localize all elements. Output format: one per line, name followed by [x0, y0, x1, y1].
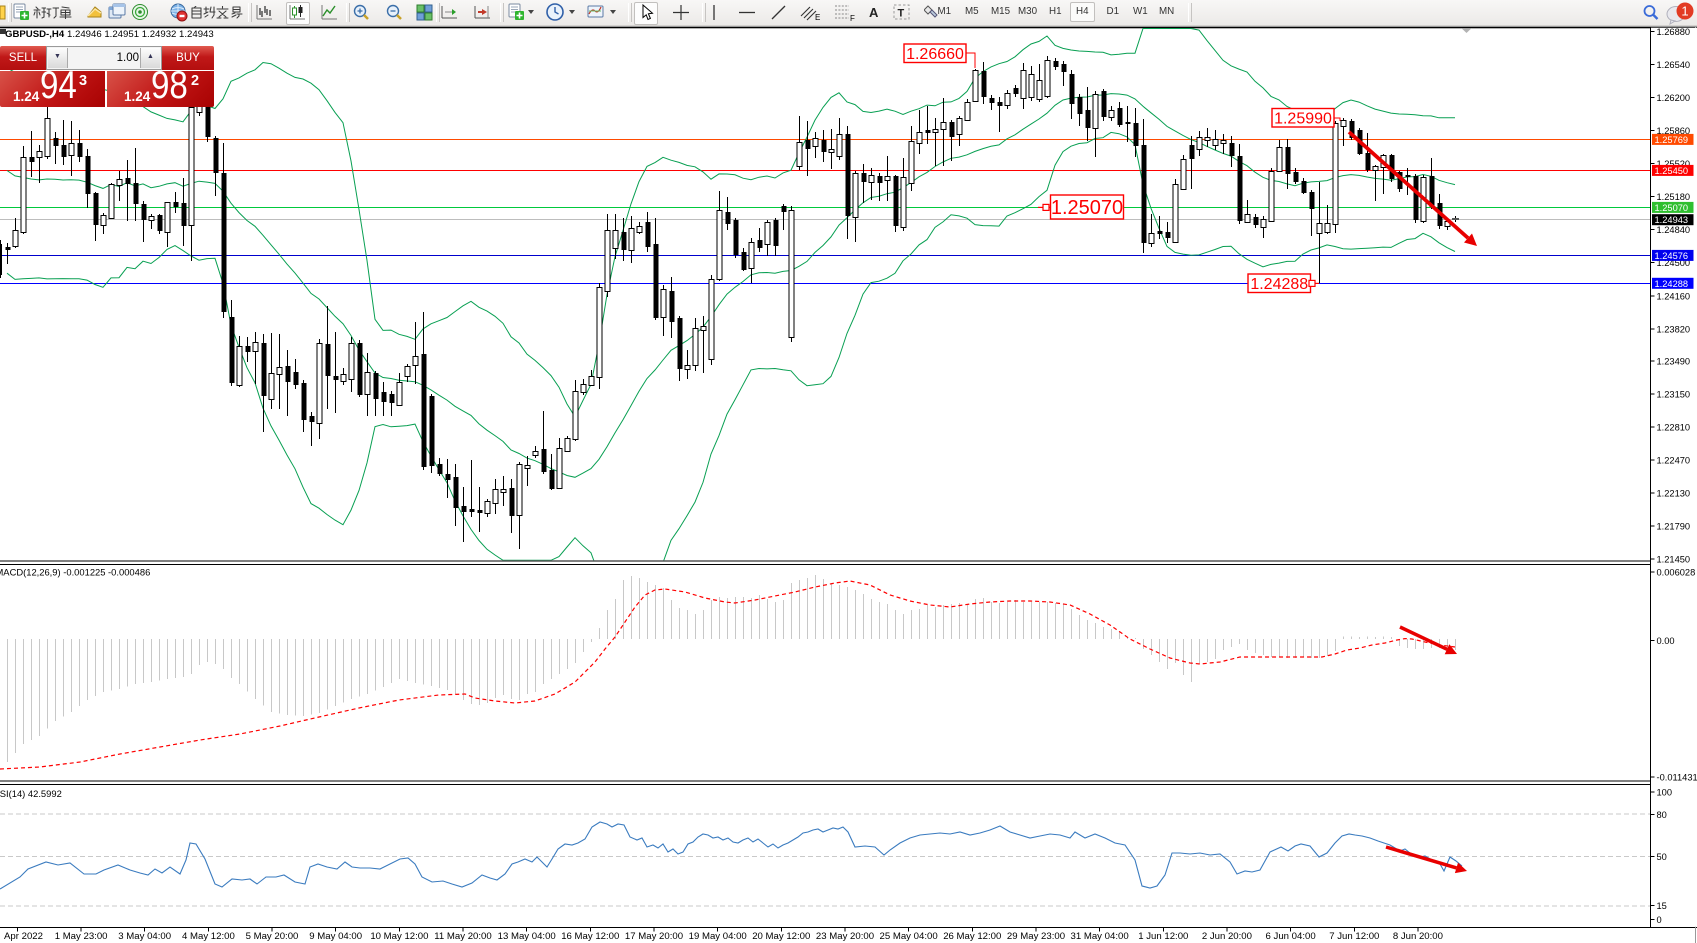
svg-text:1.24576: 1.24576	[1655, 251, 1689, 261]
svg-text:1.22470: 1.22470	[1657, 456, 1691, 466]
svg-text:A: A	[869, 5, 879, 20]
svg-text:1.23820: 1.23820	[1657, 324, 1691, 334]
svg-text:80: 80	[1657, 810, 1667, 820]
svg-text:0.006028: 0.006028	[1657, 568, 1696, 578]
svg-text:13 May 04:00: 13 May 04:00	[498, 931, 556, 942]
svg-text:4 May 12:00: 4 May 12:00	[182, 931, 235, 942]
svg-text:0.00: 0.00	[1657, 636, 1675, 646]
svg-text:1.24160: 1.24160	[1657, 291, 1691, 301]
svg-text:1.25990: 1.25990	[1274, 110, 1332, 127]
svg-text:1 May 23:00: 1 May 23:00	[55, 931, 108, 942]
svg-text:1.22130: 1.22130	[1657, 489, 1691, 499]
svg-text:1.23150: 1.23150	[1657, 389, 1691, 399]
svg-text:3 May 04:00: 3 May 04:00	[118, 931, 171, 942]
svg-text:25 May 04:00: 25 May 04:00	[880, 931, 938, 942]
svg-text:0: 0	[1657, 915, 1662, 925]
svg-text:1.25520: 1.25520	[1657, 159, 1691, 169]
svg-text:Apr 2022: Apr 2022	[4, 931, 43, 942]
svg-text:1.22810: 1.22810	[1657, 422, 1691, 432]
svg-text:1.26540: 1.26540	[1657, 60, 1691, 70]
svg-text:1.25070: 1.25070	[1051, 197, 1123, 219]
svg-text:5 May 20:00: 5 May 20:00	[246, 931, 299, 942]
svg-text:MACD(12,26,9) -0.001225 -0.000: MACD(12,26,9) -0.001225 -0.000486	[0, 567, 150, 578]
svg-text:6 Jun 04:00: 6 Jun 04:00	[1266, 931, 1316, 942]
svg-text:9 May 04:00: 9 May 04:00	[309, 931, 362, 942]
svg-text:1.21790: 1.21790	[1657, 522, 1691, 532]
svg-text:23 May 20:00: 23 May 20:00	[816, 931, 874, 942]
svg-text:1.24288: 1.24288	[1655, 279, 1689, 289]
svg-text:1.26880: 1.26880	[1657, 27, 1691, 37]
svg-text:1.25180: 1.25180	[1657, 192, 1691, 202]
svg-text:1.24840: 1.24840	[1657, 225, 1691, 235]
svg-text:17 May 20:00: 17 May 20:00	[625, 931, 683, 942]
svg-text:8 Jun 20:00: 8 Jun 20:00	[1393, 931, 1443, 942]
svg-text:F: F	[850, 14, 855, 22]
svg-text:1.25769: 1.25769	[1655, 135, 1689, 145]
svg-text:1.25070: 1.25070	[1655, 203, 1689, 213]
svg-text:1.21450: 1.21450	[1657, 555, 1691, 565]
svg-text:1 Jun 12:00: 1 Jun 12:00	[1138, 931, 1188, 942]
svg-text:7 Jun 12:00: 7 Jun 12:00	[1329, 931, 1379, 942]
svg-text:1: 1	[1681, 4, 1688, 19]
svg-text:T: T	[898, 8, 905, 20]
svg-text:16 May 12:00: 16 May 12:00	[561, 931, 619, 942]
svg-text:RSI(14) 42.5992: RSI(14) 42.5992	[0, 788, 62, 799]
svg-text:GBPUSD-,H4: GBPUSD-,H4	[5, 29, 65, 40]
svg-text:11 May 20:00: 11 May 20:00	[434, 931, 491, 942]
svg-text:1.25860: 1.25860	[1657, 126, 1691, 136]
svg-text:31 May 04:00: 31 May 04:00	[1071, 931, 1129, 942]
svg-text:10 May 12:00: 10 May 12:00	[370, 931, 428, 942]
svg-text:1.24946 1.24951 1.24932 1.2494: 1.24946 1.24951 1.24932 1.24943	[67, 29, 214, 40]
svg-text:29 May 23:00: 29 May 23:00	[1007, 931, 1065, 942]
svg-text:1.24943: 1.24943	[1655, 215, 1689, 225]
svg-text:2 Jun 20:00: 2 Jun 20:00	[1202, 931, 1252, 942]
svg-text:1.26200: 1.26200	[1657, 93, 1691, 103]
svg-text:1.26660: 1.26660	[906, 46, 964, 63]
svg-text:-0.011431: -0.011431	[1657, 773, 1697, 783]
svg-text:20 May 12:00: 20 May 12:00	[752, 931, 810, 942]
svg-text:1.25450: 1.25450	[1655, 166, 1689, 176]
svg-text:19 May 04:00: 19 May 04:00	[689, 931, 747, 942]
svg-text:1.23490: 1.23490	[1657, 356, 1691, 366]
svg-text:1.24500: 1.24500	[1657, 258, 1691, 268]
svg-text:15: 15	[1657, 901, 1667, 911]
svg-text:26 May 12:00: 26 May 12:00	[943, 931, 1001, 942]
svg-text:100: 100	[1657, 788, 1673, 798]
svg-text:1.24288: 1.24288	[1250, 276, 1308, 293]
svg-text:50: 50	[1657, 852, 1667, 862]
svg-text:E: E	[815, 13, 820, 22]
